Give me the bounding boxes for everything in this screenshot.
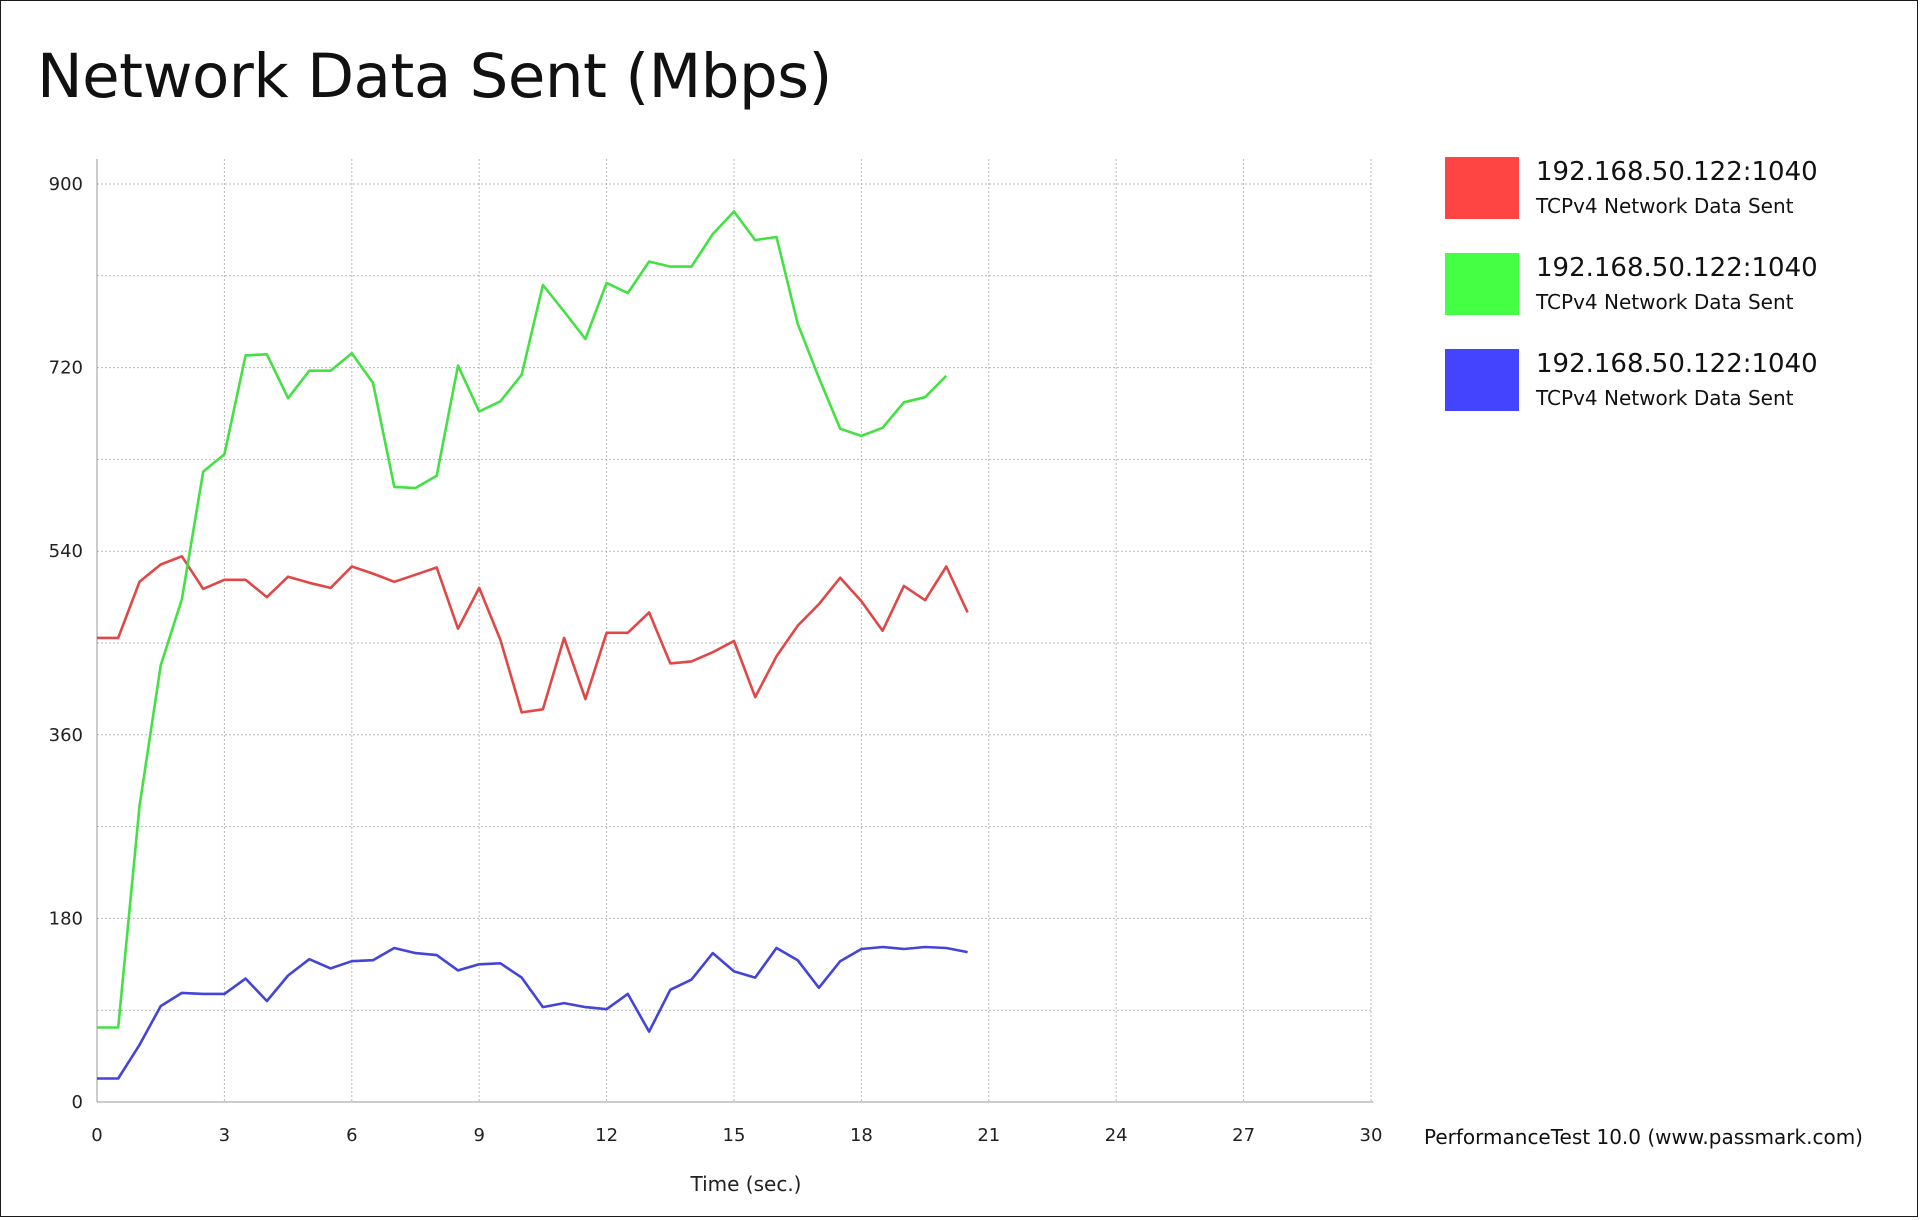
y-tick-label: 900: [49, 174, 83, 195]
legend-item-2: 192.168.50.122:1040 TCPv4 Network Data S…: [1445, 253, 1865, 349]
legend-sublabel-3: TCPv4 Network Data Sent: [1536, 386, 1794, 410]
credit-text: PerformanceTest 10.0 (www.passmark.com): [1424, 1125, 1863, 1149]
x-tick-label: 27: [1232, 1125, 1255, 1146]
x-tick-label: 9: [473, 1125, 484, 1146]
series-line-2: [97, 210, 948, 1029]
series-line-3: [97, 945, 968, 1080]
y-tick-label: 720: [49, 358, 83, 379]
y-tick-label: 540: [49, 541, 83, 562]
y-tick-label: 0: [72, 1092, 83, 1113]
x-tick-label: 15: [723, 1125, 746, 1146]
x-tick-label: 6: [346, 1125, 357, 1146]
legend: 192.168.50.122:1040 TCPv4 Network Data S…: [1445, 157, 1865, 445]
legend-swatch-3: [1445, 349, 1519, 411]
legend-sublabel-2: TCPv4 Network Data Sent: [1536, 290, 1794, 314]
x-tick-label: 18: [850, 1125, 873, 1146]
x-tick-label: 24: [1105, 1125, 1128, 1146]
y-tick-label: 360: [49, 725, 83, 746]
x-tick-label: 21: [977, 1125, 1000, 1146]
legend-swatch-2: [1445, 253, 1519, 315]
x-tick-label: 12: [595, 1125, 618, 1146]
series-line-1: [97, 554, 969, 714]
x-tick-label: 0: [91, 1125, 102, 1146]
legend-label-2: 192.168.50.122:1040: [1536, 253, 1818, 283]
x-tick-label: 30: [1360, 1125, 1383, 1146]
legend-swatch-1: [1445, 157, 1519, 219]
legend-label-3: 192.168.50.122:1040: [1536, 349, 1818, 379]
chart-title: Network Data Sent (Mbps): [37, 41, 832, 112]
legend-sublabel-1: TCPv4 Network Data Sent: [1536, 194, 1794, 218]
legend-item-1: 192.168.50.122:1040 TCPv4 Network Data S…: [1445, 157, 1865, 253]
x-axis-label: Time (sec.): [690, 1172, 802, 1196]
legend-label-1: 192.168.50.122:1040: [1536, 157, 1818, 187]
x-tick-label: 3: [219, 1125, 230, 1146]
legend-item-3: 192.168.50.122:1040 TCPv4 Network Data S…: [1445, 349, 1865, 445]
y-tick-label: 180: [49, 908, 83, 929]
